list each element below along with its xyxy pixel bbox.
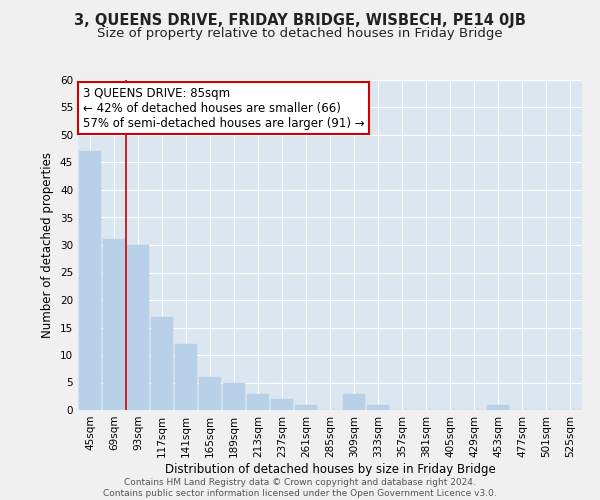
- Bar: [175, 344, 197, 410]
- Bar: [103, 240, 125, 410]
- Y-axis label: Number of detached properties: Number of detached properties: [41, 152, 55, 338]
- Text: Size of property relative to detached houses in Friday Bridge: Size of property relative to detached ho…: [97, 28, 503, 40]
- Bar: [295, 404, 317, 410]
- Text: 3 QUEENS DRIVE: 85sqm
← 42% of detached houses are smaller (66)
57% of semi-deta: 3 QUEENS DRIVE: 85sqm ← 42% of detached …: [83, 86, 365, 130]
- Bar: [343, 394, 365, 410]
- Bar: [367, 404, 389, 410]
- X-axis label: Distribution of detached houses by size in Friday Bridge: Distribution of detached houses by size …: [164, 462, 496, 475]
- Text: Contains HM Land Registry data © Crown copyright and database right 2024.
Contai: Contains HM Land Registry data © Crown c…: [103, 478, 497, 498]
- Bar: [223, 382, 245, 410]
- Bar: [271, 399, 293, 410]
- Bar: [79, 152, 101, 410]
- Bar: [151, 316, 173, 410]
- Text: 3, QUEENS DRIVE, FRIDAY BRIDGE, WISBECH, PE14 0JB: 3, QUEENS DRIVE, FRIDAY BRIDGE, WISBECH,…: [74, 12, 526, 28]
- Bar: [247, 394, 269, 410]
- Bar: [487, 404, 509, 410]
- Bar: [199, 377, 221, 410]
- Bar: [127, 245, 149, 410]
